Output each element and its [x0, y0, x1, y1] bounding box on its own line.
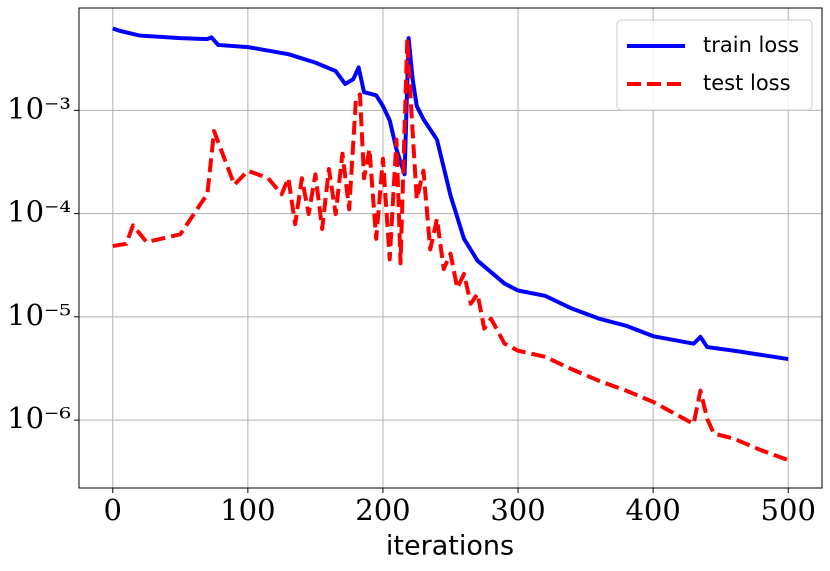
y-tick-label: 10⁻⁵ — [7, 298, 71, 332]
y-tick-label: 10⁻⁴ — [7, 195, 71, 229]
x-tick-label: 200 — [355, 493, 410, 527]
legend-label: train loss — [703, 33, 799, 57]
x-tick-label: 400 — [625, 493, 680, 527]
y-tick-label: 10⁻⁶ — [7, 401, 71, 435]
y-tick-label: 10⁻³ — [7, 91, 71, 125]
plot-frame — [78, 7, 823, 489]
x-tick-label: 100 — [220, 493, 275, 527]
x-tick-label: 300 — [490, 493, 545, 527]
line-series — [112, 37, 789, 462]
x-axis-label: iterations — [386, 531, 514, 562]
legend-label: test loss — [703, 71, 791, 95]
x-tick-label: 500 — [761, 493, 816, 527]
legend-box — [616, 19, 813, 111]
x-tick-label: 0 — [104, 493, 122, 527]
